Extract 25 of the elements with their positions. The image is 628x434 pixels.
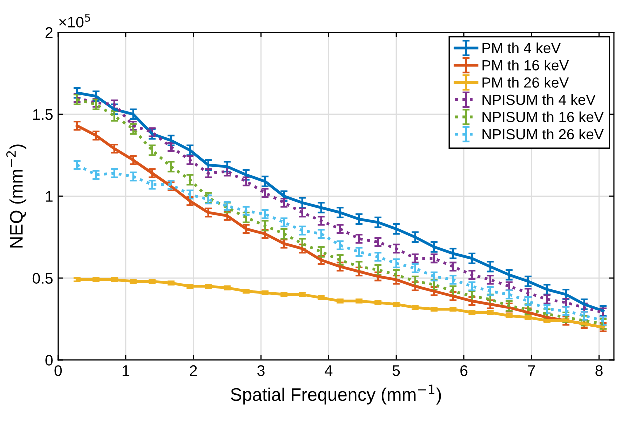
x-tick-label: 4 [324,366,333,376]
x-tick-label: 2 [190,365,198,376]
x-axis-title: Spatial Frequency (mm$^{−1}$) [231,384,442,405]
y-tick-label: 1.5 [33,109,53,120]
legend-label: NPISUM th 16 keV [482,112,604,122]
legend-label: PM th 16 keV [482,60,570,71]
x-tick-label: 1 [122,366,130,376]
y-tick-label: 0.5 [32,273,53,284]
legend-label: PM th 26 keV [482,77,570,88]
legend-label: NPISUM th 4 keV [482,94,596,106]
line-series [76,278,605,329]
x-tick-label: 6 [460,365,468,376]
x-tick-label: 5 [392,366,400,376]
x-tick-label: 0 [54,365,62,376]
legend-label: PM th 4 keV [482,42,561,54]
text: ×10$^{5}$ [59,14,90,28]
x-tick-label: 7 [528,366,536,376]
y-tick-label: 2 [46,27,53,38]
legend-label: NPISUM th 26 keV [482,128,604,140]
x-tick-label: 3 [258,365,265,376]
y-axis-title: NEQ (mm$^{−2}$) [6,144,27,248]
y-tick-label: 0 [46,355,53,366]
x-tick-label: 8 [596,365,603,376]
line-series [76,164,605,322]
y-tick-label: 1 [46,191,53,202]
